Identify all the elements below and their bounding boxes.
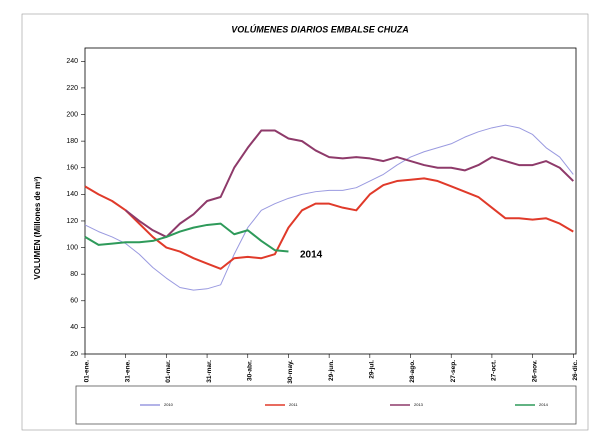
- y-tick-label: 240: [66, 58, 78, 65]
- y-axis-label: VOLUMEN (Millones de m³): [33, 176, 42, 279]
- y-tick-label: 160: [66, 165, 78, 172]
- chart-frame: [21, 13, 589, 431]
- annotation: 2014: [300, 250, 323, 261]
- legend-label: 2013: [414, 402, 424, 407]
- y-tick-label: 200: [66, 111, 78, 118]
- x-tick-label: 01-ene.: [84, 360, 91, 383]
- legend-label: 2011: [289, 402, 298, 407]
- series-line: [84, 222, 289, 253]
- y-tick-label: 140: [66, 191, 78, 198]
- y-tick-label: 100: [66, 244, 78, 251]
- x-tick-label: 27-oct.: [491, 360, 498, 381]
- plot-area: [84, 47, 577, 355]
- x-tick-label: 26-dic.: [572, 360, 579, 381]
- chart-title: VOLÚMENES DIARIOS EMBALSE CHUZA: [231, 23, 409, 34]
- y-tick-label: 40: [70, 324, 78, 331]
- y-tick-label: 120: [66, 218, 78, 225]
- legend-box: [75, 385, 577, 425]
- x-tick-label: 30-abr.: [246, 360, 253, 381]
- series-line: [84, 177, 574, 270]
- legend-label: 2014: [539, 402, 549, 407]
- x-tick-label: 01-mar.: [165, 360, 172, 383]
- x-tick-label: 26-nov.: [531, 360, 538, 382]
- x-tick-label: 29-jul.: [369, 360, 376, 379]
- x-tick-label: 29-jun.: [328, 360, 335, 381]
- x-tick-label: 27-sep.: [450, 360, 457, 383]
- series-line: [125, 129, 574, 238]
- y-tick-label: 60: [70, 298, 78, 305]
- legend-label: 2010: [164, 402, 174, 407]
- y-tick-label: 80: [70, 271, 78, 278]
- y-tick-label: 180: [66, 138, 78, 145]
- x-tick-label: 28-ago.: [409, 360, 416, 383]
- x-tick-label: 31-mar.: [206, 360, 213, 383]
- x-tick-label: 31-ene.: [124, 360, 131, 383]
- y-tick-label: 220: [66, 85, 78, 92]
- y-tick-label: 20: [70, 351, 78, 358]
- x-tick-label: 30-may.: [287, 360, 294, 384]
- series-line: [84, 124, 574, 291]
